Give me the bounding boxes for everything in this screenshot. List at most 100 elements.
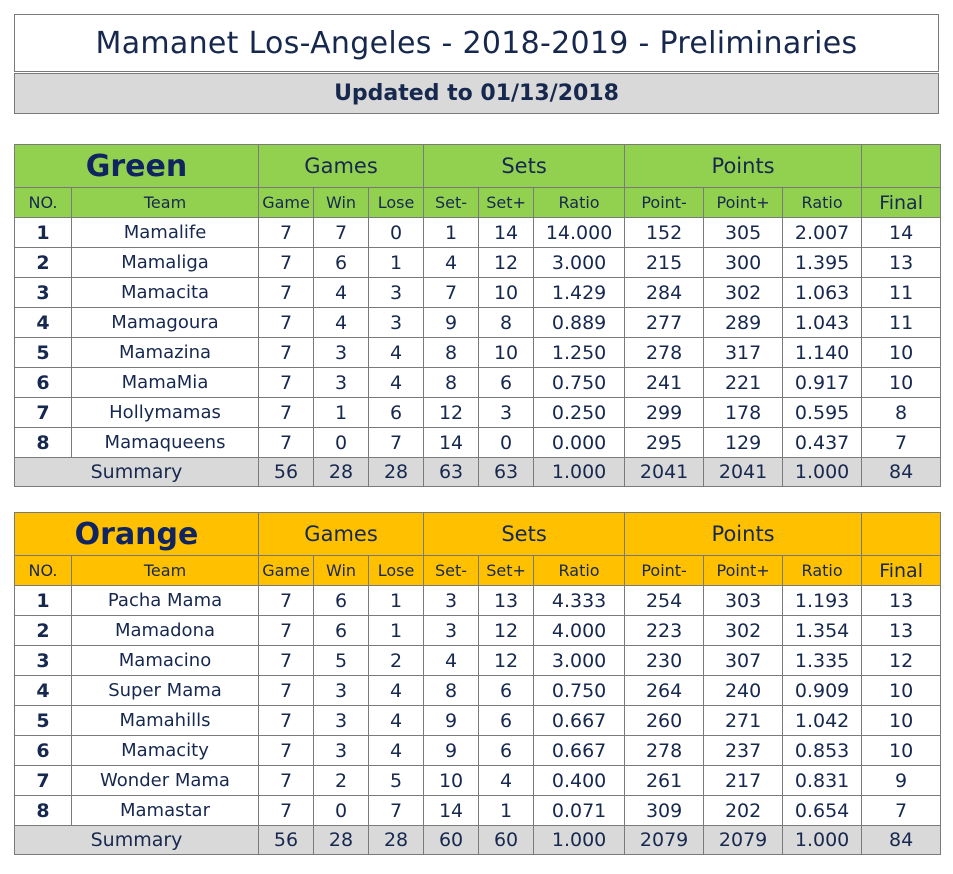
stat-cell: 14 bbox=[423, 795, 480, 826]
col-header: Set+ bbox=[478, 187, 535, 218]
summary-cell: 56 bbox=[258, 825, 315, 855]
stat-cell: 11 bbox=[861, 307, 942, 338]
rank-cell: 5 bbox=[14, 337, 72, 368]
stat-cell: 278 bbox=[624, 337, 705, 368]
team-name-cell: Mamacita bbox=[70, 277, 260, 308]
stat-cell: 0.889 bbox=[533, 307, 626, 338]
col-header: Game bbox=[258, 555, 315, 586]
stat-cell: 8 bbox=[478, 307, 535, 338]
stat-cell: 3 bbox=[313, 337, 370, 368]
standings-table-green: Green Games Sets Points NO. Team Game Wi… bbox=[13, 144, 942, 487]
stat-cell: 12 bbox=[423, 397, 480, 428]
stat-cell: 8 bbox=[423, 337, 480, 368]
stat-cell: 7 bbox=[258, 277, 315, 308]
col-header: Ratio bbox=[533, 555, 626, 586]
stat-cell: 237 bbox=[703, 735, 784, 766]
stat-cell: 317 bbox=[703, 337, 784, 368]
stat-cell: 3 bbox=[313, 367, 370, 398]
stat-cell: 10 bbox=[478, 277, 535, 308]
stat-cell: 3 bbox=[478, 397, 535, 428]
stat-cell: 9 bbox=[423, 307, 480, 338]
stat-cell: 261 bbox=[624, 765, 705, 796]
table-row: 8 Mamaqueens 7 0 7 14 0 0.000 295 129 0.437 7 bbox=[14, 427, 942, 458]
stat-cell: 7 bbox=[258, 675, 315, 706]
stat-cell: 3 bbox=[313, 675, 370, 706]
table-row: 1 Mamalife 7 7 0 1 14 14.000 152 305 2.007 14 bbox=[14, 217, 942, 248]
table-row: 5 Mamahills 7 3 4 9 6 0.667 260 271 1.042 10 bbox=[14, 705, 942, 736]
standings-table-orange: Orange Games Sets Points NO. Team Game W… bbox=[13, 512, 942, 855]
stat-cell: 13 bbox=[861, 615, 942, 646]
stat-cell: 5 bbox=[313, 645, 370, 676]
summary-label: Summary bbox=[13, 825, 260, 855]
stat-cell: 305 bbox=[703, 217, 784, 248]
stat-cell: 1 bbox=[423, 217, 480, 248]
summary-cell: 1.000 bbox=[782, 457, 863, 487]
summary-cell: 60 bbox=[423, 825, 480, 855]
table-row: 2 Mamaliga 7 6 1 4 12 3.000 215 300 1.395 13 bbox=[14, 247, 942, 278]
table-row: 1 Pacha Mama 7 6 1 3 13 4.333 254 303 1.193 13 bbox=[14, 585, 942, 616]
stat-cell: 14 bbox=[478, 217, 535, 248]
col-header: Game bbox=[258, 187, 315, 218]
table-row: 4 Super Mama 7 3 4 8 6 0.750 264 240 0.909 10 bbox=[14, 675, 942, 706]
summary-row: Summary 56 28 28 63 63 1.000 2041 2041 1.000 84 bbox=[13, 457, 942, 487]
summary-cell: 2079 bbox=[624, 825, 705, 855]
stat-cell: 7 bbox=[258, 765, 315, 796]
summary-cell: 2041 bbox=[703, 457, 784, 487]
col-header: Lose bbox=[368, 187, 425, 218]
col-header: Team bbox=[70, 555, 260, 586]
stat-cell: 299 bbox=[624, 397, 705, 428]
col-header: Final bbox=[861, 555, 942, 586]
col-header: Point- bbox=[624, 187, 705, 218]
stat-cell: 300 bbox=[703, 247, 784, 278]
stat-cell: 6 bbox=[478, 705, 535, 736]
stat-cell: 202 bbox=[703, 795, 784, 826]
team-name-cell: Mamazina bbox=[70, 337, 260, 368]
summary-cell: 56 bbox=[258, 457, 315, 487]
stat-cell: 307 bbox=[703, 645, 784, 676]
stat-cell: 0.853 bbox=[782, 735, 863, 766]
rank-cell: 3 bbox=[14, 645, 72, 676]
stat-cell: 215 bbox=[624, 247, 705, 278]
stat-cell: 12 bbox=[478, 645, 535, 676]
summary-label: Summary bbox=[13, 457, 260, 487]
summary-cell: 63 bbox=[478, 457, 535, 487]
stat-cell: 7 bbox=[368, 427, 425, 458]
summary-cell: 2079 bbox=[703, 825, 784, 855]
stat-cell: 4 bbox=[478, 765, 535, 796]
stat-cell: 14 bbox=[423, 427, 480, 458]
stat-cell: 3 bbox=[423, 615, 480, 646]
stat-cell: 129 bbox=[703, 427, 784, 458]
team-name-cell: Mamacity bbox=[70, 735, 260, 766]
stat-cell: 6 bbox=[478, 675, 535, 706]
col-header: Set- bbox=[423, 555, 480, 586]
stat-cell: 0.917 bbox=[782, 367, 863, 398]
stat-cell: 1.429 bbox=[533, 277, 626, 308]
stat-cell: 289 bbox=[703, 307, 784, 338]
stat-cell: 5 bbox=[368, 765, 425, 796]
stat-cell: 1.250 bbox=[533, 337, 626, 368]
stat-cell: 4 bbox=[423, 645, 480, 676]
stat-cell: 271 bbox=[703, 705, 784, 736]
stat-cell: 277 bbox=[624, 307, 705, 338]
stat-cell: 284 bbox=[624, 277, 705, 308]
team-name-cell: Mamaqueens bbox=[70, 427, 260, 458]
stat-cell: 13 bbox=[478, 585, 535, 616]
stat-cell: 152 bbox=[624, 217, 705, 248]
stat-cell: 12 bbox=[478, 247, 535, 278]
col-header: Win bbox=[313, 555, 370, 586]
team-name-cell: Wonder Mama bbox=[70, 765, 260, 796]
column-headers: NO. Team Game Win Lose Set- Set+ Ratio P… bbox=[14, 555, 942, 586]
stat-cell: 2 bbox=[368, 645, 425, 676]
table-row: 2 Mamadona 7 6 1 3 12 4.000 223 302 1.354 13 bbox=[14, 615, 942, 646]
stat-cell: 1.063 bbox=[782, 277, 863, 308]
table-row: 7 Hollymamas 7 1 6 12 3 0.250 299 178 0.595 8 bbox=[14, 397, 942, 428]
stat-cell: 7 bbox=[258, 397, 315, 428]
rank-cell: 7 bbox=[14, 397, 72, 428]
stat-cell: 295 bbox=[624, 427, 705, 458]
stat-cell: 8 bbox=[423, 675, 480, 706]
stat-cell: 7 bbox=[258, 217, 315, 248]
team-name-cell: Mamahills bbox=[70, 705, 260, 736]
stat-cell: 13 bbox=[861, 585, 942, 616]
rank-cell: 3 bbox=[14, 277, 72, 308]
stat-cell: 0.750 bbox=[533, 675, 626, 706]
